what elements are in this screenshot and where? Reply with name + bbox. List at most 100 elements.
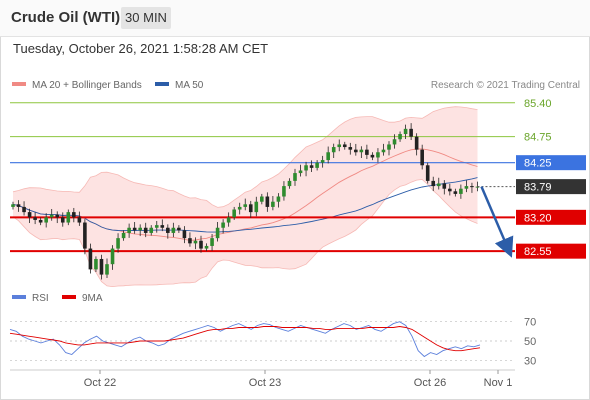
candle-body xyxy=(66,212,71,223)
candle-body xyxy=(304,165,308,171)
candle-body xyxy=(127,227,131,233)
candle-body xyxy=(276,196,281,202)
candle-body xyxy=(260,196,264,202)
candle-body xyxy=(243,204,248,207)
candle-body xyxy=(265,196,270,207)
legend-ma50: MA 50 xyxy=(155,80,203,91)
level-label-2: 84.25 xyxy=(524,158,552,170)
candle-body xyxy=(448,188,452,192)
candle-body xyxy=(398,134,402,140)
candle-body xyxy=(138,227,142,231)
candle-body xyxy=(11,204,15,207)
candle-body xyxy=(226,217,231,223)
x-tick-label-1: Oct 23 xyxy=(249,377,281,389)
candle-body xyxy=(464,186,469,189)
candle-body xyxy=(16,204,21,207)
x-tick-label-2: Oct 26 xyxy=(414,377,446,389)
legend-9ma: 9MA xyxy=(62,293,103,304)
candle-body xyxy=(116,238,120,249)
candle-body xyxy=(27,212,32,218)
candle-body xyxy=(44,217,48,223)
x-tick-label-3: Nov 1 xyxy=(484,377,513,389)
bollinger-upper-line xyxy=(12,106,478,208)
candle-body xyxy=(414,136,419,150)
candle-body xyxy=(177,227,181,231)
candle-body xyxy=(354,149,358,153)
candle-body xyxy=(33,217,37,220)
candle-body xyxy=(376,152,380,158)
candle-body xyxy=(337,144,342,148)
legend-bollinger-label: MA 20 + Bollinger Bands xyxy=(32,80,142,91)
candle-body xyxy=(110,248,115,265)
candle-body xyxy=(72,212,76,218)
rsi-tick-label-2: 30 xyxy=(524,355,536,367)
rsi-swatch xyxy=(12,295,26,300)
candle-body xyxy=(293,173,297,181)
candle-body xyxy=(38,219,43,223)
legend-ma50-label: MA 50 xyxy=(175,80,204,91)
level-tag-2 xyxy=(516,155,586,171)
candle-body xyxy=(221,222,225,228)
candle-body xyxy=(331,147,336,153)
candle-body xyxy=(188,238,192,244)
chart-header: Crude Oil (WTI) 30 MIN xyxy=(0,0,590,37)
candle-body xyxy=(409,128,413,137)
candle-body xyxy=(282,186,286,197)
candle-body xyxy=(436,183,441,187)
candle-body xyxy=(425,165,430,181)
candle-body xyxy=(403,128,408,135)
rsi-tick-label-1: 50 xyxy=(524,336,536,348)
current-price-tag xyxy=(516,179,586,195)
ma50-swatch xyxy=(155,82,169,87)
bollinger-band-area xyxy=(13,106,478,287)
candle-body xyxy=(237,206,242,210)
level-tag-3 xyxy=(516,209,586,225)
candle-body xyxy=(60,217,65,223)
candle-body xyxy=(210,238,214,246)
candle-body xyxy=(182,230,187,239)
level-label-4: 82.55 xyxy=(524,246,552,258)
candle-body xyxy=(315,162,319,168)
timestamp: Tuesday, October 26, 2021 1:58:28 AM CET xyxy=(13,41,269,56)
candle-body xyxy=(470,186,474,188)
interval-button[interactable]: 30 MIN xyxy=(121,7,171,29)
candle-body xyxy=(193,240,198,244)
candle-body xyxy=(204,245,209,249)
legend-rsi-label: RSI xyxy=(32,293,49,304)
instrument-title: Crude Oil (WTI) xyxy=(11,9,121,26)
candle-body xyxy=(420,149,424,166)
x-tick-label-0: Oct 22 xyxy=(84,377,116,389)
candle-body xyxy=(370,154,375,158)
candle-body xyxy=(77,217,82,223)
candle-body xyxy=(99,258,104,275)
candle-body xyxy=(215,227,220,239)
candle-body xyxy=(392,139,397,145)
candle-body xyxy=(365,149,369,155)
candle-body xyxy=(83,222,87,249)
candle-body xyxy=(171,227,176,233)
candle-body xyxy=(49,214,54,218)
candle-body xyxy=(320,160,325,163)
level-tag-4 xyxy=(516,243,586,259)
candle-body xyxy=(105,264,109,275)
candle-body xyxy=(132,227,137,231)
9ma-line xyxy=(9,326,481,352)
ma50-line xyxy=(12,177,478,233)
candle-body xyxy=(55,214,60,218)
candle-body xyxy=(459,188,463,194)
level-label-3: 83.20 xyxy=(524,212,552,224)
candle-body xyxy=(166,227,170,233)
level-label-0: 85.40 xyxy=(524,98,552,110)
rsi-line xyxy=(9,321,481,358)
candle-body xyxy=(160,225,165,228)
candle-body xyxy=(431,180,436,187)
projection-arrow xyxy=(480,186,514,258)
candle-body xyxy=(326,152,330,161)
candle-body xyxy=(298,170,303,174)
candle-body xyxy=(342,144,347,148)
candle-body xyxy=(359,149,364,153)
candle-body xyxy=(271,201,275,207)
bollinger-swatch xyxy=(12,82,26,87)
candle-body xyxy=(348,147,353,150)
